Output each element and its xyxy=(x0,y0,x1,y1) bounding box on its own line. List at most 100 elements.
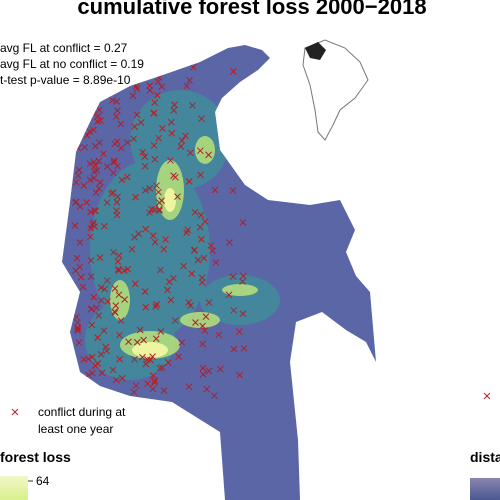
conflict-marker xyxy=(103,163,111,170)
conflict-marker xyxy=(225,123,233,131)
conflict-marker xyxy=(191,208,199,216)
conflict-marker xyxy=(132,193,139,201)
conflict-marker xyxy=(90,219,97,226)
conflict-marker xyxy=(90,174,98,182)
conflict-marker xyxy=(120,267,128,274)
conflict-marker xyxy=(80,356,88,363)
conflict-marker xyxy=(100,327,108,334)
conflict-marker xyxy=(92,162,99,169)
conflict-marker xyxy=(118,374,126,382)
conflict-marker xyxy=(236,371,243,379)
conflict-marker xyxy=(131,123,138,130)
conflict-marker xyxy=(144,380,151,388)
conflict-marker xyxy=(74,327,82,334)
conflict-marker xyxy=(96,254,104,261)
conflict-marker xyxy=(86,128,93,135)
conflict-marker xyxy=(72,133,79,141)
conflict-marker xyxy=(190,63,197,71)
conflict-marker xyxy=(100,150,107,158)
conflict-marker xyxy=(73,254,81,262)
conflict-marker xyxy=(124,265,132,273)
conflict-marker xyxy=(150,142,158,149)
conflict-marker xyxy=(92,189,100,197)
conflict-marker xyxy=(74,325,81,333)
conflict-marker xyxy=(97,284,105,291)
conflict-marker xyxy=(90,293,98,301)
conflict-marker xyxy=(94,334,102,342)
conflict-marker xyxy=(75,391,82,399)
conflict-marker xyxy=(239,272,247,280)
conflict-marker xyxy=(210,392,218,399)
conflict-marker xyxy=(124,139,131,146)
conflict-marker xyxy=(100,222,108,230)
conflict-marker xyxy=(141,162,149,170)
conflict-marker xyxy=(109,169,117,177)
conflict-marker xyxy=(75,166,83,174)
conflict-marker xyxy=(164,286,171,294)
conflict-marker xyxy=(154,78,162,86)
conflict-marker xyxy=(187,302,194,309)
conflict-marker xyxy=(71,222,79,229)
conflict-marker xyxy=(72,389,79,397)
conflict-marker xyxy=(116,355,123,363)
conflict-marker xyxy=(201,218,209,225)
conflict-marker xyxy=(116,331,123,339)
conflict-marker xyxy=(178,339,186,346)
conflict-marker xyxy=(151,99,159,106)
conflict-marker xyxy=(196,147,204,155)
conflict-marker xyxy=(199,370,207,378)
conflict-marker xyxy=(155,134,163,142)
conflict-marker xyxy=(90,126,97,134)
conflict-marker xyxy=(175,353,183,360)
conflict-marker xyxy=(199,364,207,372)
conflict-marker xyxy=(74,118,82,126)
conflict-marker xyxy=(197,171,204,179)
conflict-marker xyxy=(192,319,199,326)
conflict-marker xyxy=(164,359,172,366)
conflict-marker xyxy=(211,186,219,194)
conflict-marker xyxy=(152,335,160,343)
conflict-marker xyxy=(117,144,125,152)
conflict-marker xyxy=(90,158,98,166)
conflict-marker xyxy=(111,308,118,315)
conflict-marker xyxy=(233,159,240,167)
conflict-marker xyxy=(95,312,103,319)
conflict-marker xyxy=(76,263,84,271)
conflict-marker xyxy=(93,304,100,312)
conflict-marker xyxy=(130,388,138,396)
conflict-marker xyxy=(235,328,243,335)
conflict-marker xyxy=(141,288,149,295)
conflict-marker xyxy=(77,273,85,281)
conflict-marker xyxy=(185,178,193,185)
conflict-marker xyxy=(159,125,166,132)
conflict-marker xyxy=(136,326,144,334)
conflict-marker xyxy=(225,291,233,299)
colorbar xyxy=(0,476,28,500)
conflict-marker xyxy=(226,239,233,246)
conflict-marker xyxy=(89,369,96,377)
conflict-marker xyxy=(130,135,138,143)
conflict-marker xyxy=(205,299,213,306)
conflict-marker xyxy=(113,198,121,206)
legend-symbol xyxy=(11,408,19,416)
conflict-marker xyxy=(137,119,145,126)
conflict-marker xyxy=(132,382,140,389)
peak-loss xyxy=(132,188,176,358)
conflict-marker xyxy=(157,266,164,274)
colorbar-title: forest loss xyxy=(0,449,71,465)
conflict-marker xyxy=(240,345,248,352)
conflict-marker xyxy=(155,188,162,196)
conflict-marker xyxy=(230,345,238,353)
conflict-marker xyxy=(174,193,181,200)
conflict-marker xyxy=(149,353,156,360)
conflict-marker xyxy=(167,118,175,126)
conflict-marker xyxy=(151,238,159,246)
conflict-marker xyxy=(185,383,193,391)
annotation: avg FL at no conflict = 0.19 xyxy=(0,57,144,71)
legend-text: conflict during at xyxy=(38,405,126,419)
conflict-marker xyxy=(142,187,149,194)
conflict-marker xyxy=(109,189,117,196)
conflict-marker xyxy=(205,151,212,159)
conflict-marker xyxy=(207,242,215,249)
conflict-marker xyxy=(142,360,150,368)
